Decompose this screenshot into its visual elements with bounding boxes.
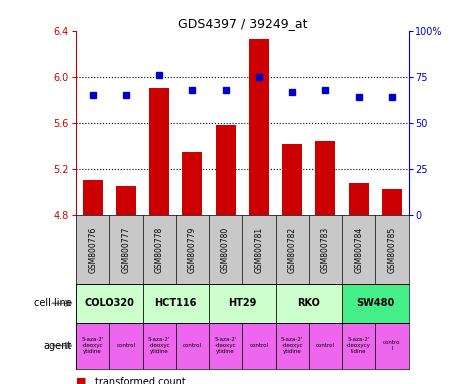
Text: HCT116: HCT116 — [154, 298, 197, 308]
Text: 5-aza-2'
-deoxyc
ytidine: 5-aza-2' -deoxyc ytidine — [81, 337, 104, 354]
Text: GSM800785: GSM800785 — [388, 227, 396, 273]
Text: GSM800778: GSM800778 — [155, 227, 163, 273]
Bar — [116, 186, 136, 215]
Text: contro
l: contro l — [383, 340, 400, 351]
Text: GSM800777: GSM800777 — [122, 227, 130, 273]
Bar — [242, 323, 276, 369]
Bar — [342, 323, 375, 369]
Bar — [216, 125, 236, 215]
Text: control: control — [116, 343, 135, 348]
Bar — [76, 323, 109, 369]
Title: GDS4397 / 39249_at: GDS4397 / 39249_at — [178, 17, 307, 30]
Text: 5-aza-2'
-deoxyc
ytidine: 5-aza-2' -deoxyc ytidine — [148, 337, 171, 354]
Text: 5-aza-2'
-deoxycy
tidine: 5-aza-2' -deoxycy tidine — [346, 337, 371, 354]
Text: 5-aza-2'
-deoxyc
ytidine: 5-aza-2' -deoxyc ytidine — [281, 337, 304, 354]
Bar — [182, 152, 202, 215]
Bar — [315, 141, 335, 215]
Bar — [176, 323, 209, 369]
Bar — [309, 323, 342, 369]
Text: GSM800782: GSM800782 — [288, 227, 296, 273]
Text: RKO: RKO — [297, 298, 320, 308]
Bar — [349, 183, 369, 215]
Bar — [142, 323, 176, 369]
Text: HT29: HT29 — [228, 298, 256, 308]
Text: GSM800783: GSM800783 — [321, 227, 330, 273]
Bar — [76, 284, 142, 323]
Bar — [282, 144, 302, 215]
Bar — [276, 323, 309, 369]
Text: transformed count: transformed count — [95, 377, 186, 384]
Bar — [375, 323, 408, 369]
Text: GSM800781: GSM800781 — [255, 227, 263, 273]
Bar — [109, 323, 142, 369]
Bar — [83, 180, 103, 215]
Bar — [142, 284, 209, 323]
Text: GSM800779: GSM800779 — [188, 227, 197, 273]
Text: GSM800776: GSM800776 — [88, 227, 97, 273]
Text: cell line: cell line — [34, 298, 71, 308]
Text: GSM800780: GSM800780 — [221, 227, 230, 273]
Bar — [149, 88, 169, 215]
Text: 5-aza-2'
-deoxyc
ytidine: 5-aza-2' -deoxyc ytidine — [214, 337, 237, 354]
Text: SW480: SW480 — [356, 298, 394, 308]
Bar — [249, 39, 269, 215]
Text: COLO320: COLO320 — [85, 298, 134, 308]
Text: agent: agent — [43, 341, 71, 351]
Text: control: control — [183, 343, 202, 348]
Text: GSM800784: GSM800784 — [354, 227, 363, 273]
Text: control: control — [316, 343, 335, 348]
Text: ■: ■ — [76, 377, 86, 384]
Bar — [209, 323, 242, 369]
Bar — [342, 284, 408, 323]
Bar — [209, 284, 276, 323]
Bar — [276, 284, 342, 323]
Bar — [382, 189, 402, 215]
Text: control: control — [249, 343, 268, 348]
